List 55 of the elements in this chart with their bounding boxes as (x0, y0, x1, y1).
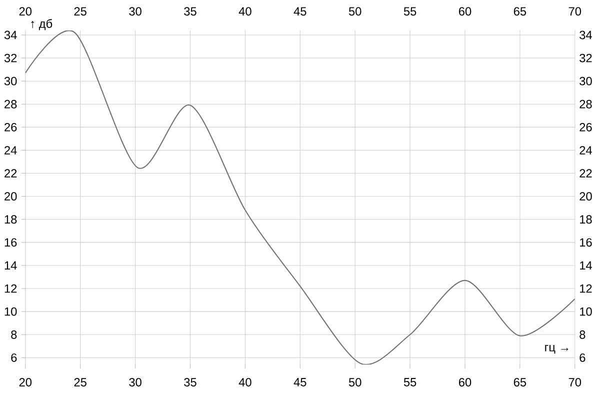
x-tick-label: 55 (404, 378, 416, 386)
x-tick-label: 30 (129, 378, 142, 386)
y2-tick-label: 32 (580, 54, 592, 62)
x2-tick-label: 30 (129, 7, 142, 16)
x-tick-label: 65 (514, 378, 526, 386)
x2-tick-label: 55 (404, 7, 416, 16)
y-tick-label: 20 (4, 192, 17, 200)
x-tick-label: 70 (568, 378, 582, 386)
y2-tick-label: 10 (580, 307, 592, 316)
y2-tick-label: 6 (580, 353, 586, 362)
y-tick-label: 12 (4, 284, 17, 293)
y2-tick-label: 28 (580, 100, 592, 108)
y-tick-label: 14 (4, 261, 17, 270)
y-tick-label: 6 (11, 353, 17, 362)
y2-tick-label: 14 (580, 261, 592, 270)
y-tick-label: 24 (4, 146, 17, 154)
y-tick-label: 10 (4, 307, 17, 316)
y-tick-label: 32 (4, 54, 17, 62)
y-tick-label: 22 (4, 168, 17, 178)
y2-tick-label: 12 (580, 284, 592, 293)
x-tick-label: 45 (294, 378, 306, 386)
x-tick-label: 20 (19, 378, 32, 386)
y2-tick-label: 20 (580, 192, 592, 200)
x2-tick-label: 35 (184, 7, 196, 16)
y-tick-label: 16 (4, 238, 17, 246)
x-tick-label: 25 (74, 378, 86, 386)
x2-tick-label: 25 (74, 7, 86, 16)
x2-tick-label: 60 (458, 7, 472, 16)
x-tick-label: 40 (238, 378, 252, 386)
x2-tick-label: 20 (19, 7, 32, 16)
y2-tick-label: 30 (580, 76, 592, 86)
y2-tick-label: 34 (580, 30, 592, 40)
y2-tick-label: 16 (580, 238, 592, 246)
y-tick-label: 34 (4, 30, 17, 40)
y2-tick-label: 8 (580, 330, 586, 339)
x2-tick-label: 40 (238, 7, 252, 16)
y-tick-label: 8 (11, 330, 17, 339)
x2-tick-label: 45 (294, 7, 306, 16)
y2-tick-label: 26 (580, 122, 592, 132)
y-tick-label: 28 (4, 100, 17, 108)
y-tick-label: 18 (4, 215, 17, 224)
x-axis-title: гц → (545, 344, 568, 354)
x-tick-label: 35 (184, 378, 196, 386)
x2-tick-label: 70 (568, 7, 582, 16)
x2-tick-label: 50 (348, 7, 362, 16)
y-tick-label: 26 (4, 122, 17, 132)
x2-tick-label: 65 (514, 7, 526, 16)
y-tick-label: 30 (4, 76, 17, 86)
x-tick-label: 50 (348, 378, 362, 386)
line-series (25, 31, 575, 364)
y-axis-title: ↑ дб (31, 18, 52, 30)
y2-tick-label: 18 (580, 215, 592, 224)
x-tick-label: 60 (458, 378, 472, 386)
y2-tick-label: 24 (580, 146, 592, 154)
y2-tick-label: 22 (580, 168, 592, 178)
